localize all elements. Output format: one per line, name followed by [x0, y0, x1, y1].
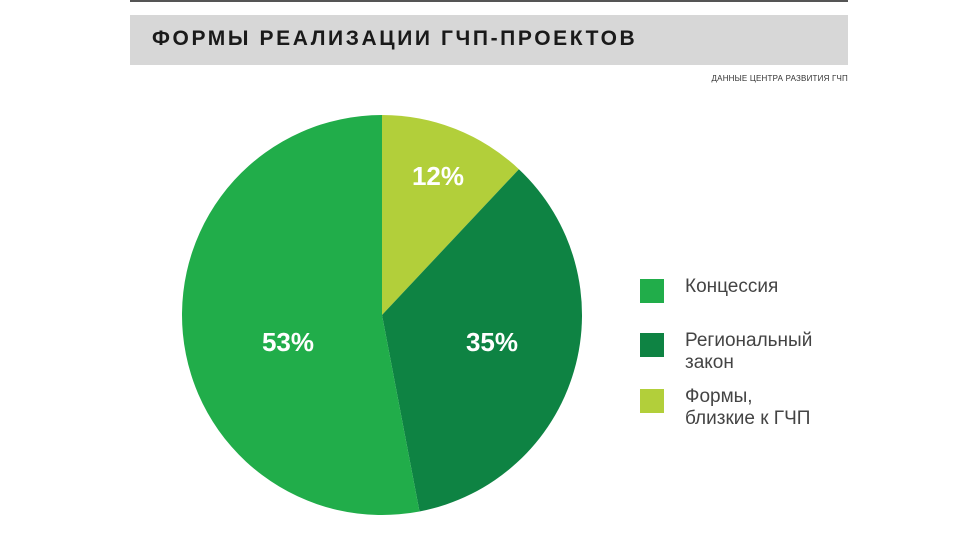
legend-label-regional-law: Региональный закон [685, 330, 813, 373]
slice-regional-law [382, 169, 582, 512]
slice-label-concession: 53% [262, 327, 314, 357]
source-note: ДАННЫЕ ЦЕНТРА РАЗВИТИЯ ГЧП [711, 74, 848, 83]
slice-label-similar-forms: 12% [412, 161, 464, 191]
top-rule [130, 0, 848, 2]
legend-label-similar-forms: Формы, близкие к ГЧП [685, 386, 811, 429]
legend-swatch-concession [640, 279, 664, 303]
title-bar: ФОРМЫ РЕАЛИЗАЦИИ ГЧП-ПРОЕКТОВ [130, 15, 848, 65]
legend-swatch-similar-forms [640, 389, 664, 413]
chart-title: ФОРМЫ РЕАЛИЗАЦИИ ГЧП-ПРОЕКТОВ [152, 27, 638, 50]
slice-label-regional-law: 35% [466, 327, 518, 357]
legend-label-concession: Концессия [685, 276, 779, 297]
slice-similar-forms [382, 115, 519, 315]
slice-concession [181, 115, 420, 515]
legend-swatch-regional-law [640, 333, 664, 357]
